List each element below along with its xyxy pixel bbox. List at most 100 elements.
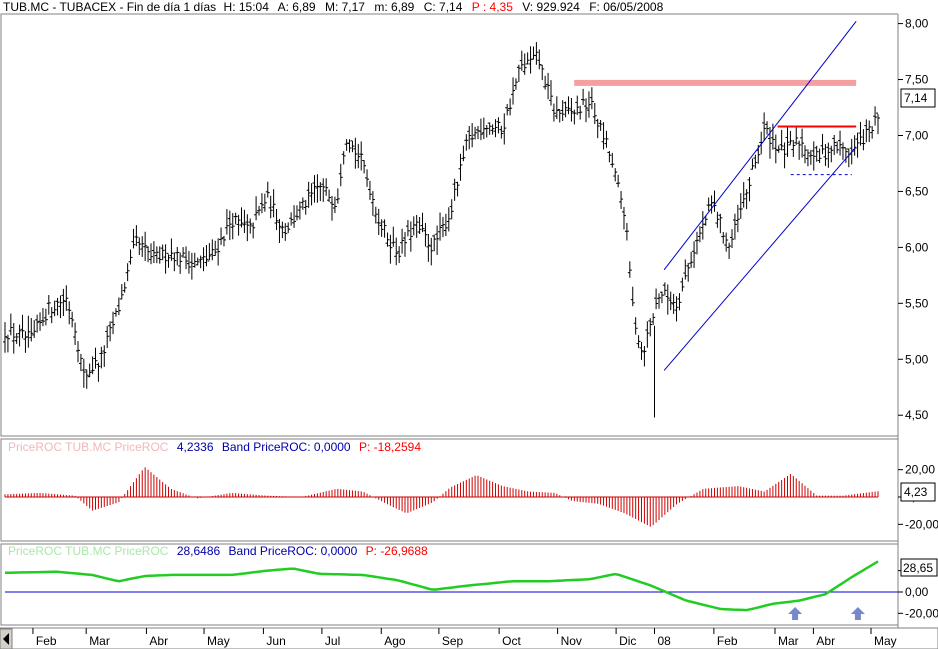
ohlc-bar <box>820 133 825 155</box>
resistance-band <box>574 79 857 86</box>
ohlc-bar <box>741 182 746 208</box>
ohlc-bar <box>184 246 189 270</box>
ohlc-bar <box>140 236 145 257</box>
ohlc-bar <box>29 318 34 342</box>
ohlc-bar <box>659 291 664 304</box>
ohlc-bar <box>335 188 340 204</box>
header-bar <box>0 0 898 13</box>
ohlc-bar <box>557 109 562 123</box>
ohlc-bar <box>750 158 755 170</box>
ohlc-bar <box>271 189 276 218</box>
ohlc-bar <box>189 252 194 280</box>
header-a: A: 6,89 <box>278 0 316 14</box>
ohlc-bar <box>838 130 843 156</box>
ohlc-bar <box>90 356 95 375</box>
ohlc-bar <box>338 163 343 187</box>
ohlc-bar <box>38 312 43 331</box>
ohlc-bar <box>289 212 294 226</box>
price-tick-label: 5,00 <box>905 352 929 366</box>
ohlc-bar <box>213 240 218 256</box>
ohlc-bar <box>75 341 80 363</box>
roc-faded-title: PriceROC TUB.MC PriceROC <box>8 440 169 454</box>
ohlc-bar <box>417 216 422 234</box>
roc-line-tick-label: -20,00 <box>905 606 938 620</box>
ohlc-bar <box>703 215 708 226</box>
time-tick-label: Feb <box>36 634 57 648</box>
ohlc-bar <box>797 140 802 160</box>
ohlc-bar <box>257 205 262 216</box>
ohlc-bar <box>551 103 556 122</box>
ohlc-bar <box>508 98 513 116</box>
roc-line-header: PriceROC TUB.MC PriceROC 28,6486 Band Pr… <box>8 544 428 558</box>
ohlc-bar <box>408 221 413 252</box>
ohlc-bar <box>321 178 326 202</box>
roc-last-value-box: 4,23 <box>900 482 936 502</box>
ohlc-bar <box>589 87 594 110</box>
ohlc-bar <box>370 191 375 216</box>
ohlc-bar <box>721 231 726 244</box>
ohlc-bar <box>81 358 86 388</box>
ohlc-bar <box>735 204 740 233</box>
scroll-left-button[interactable] <box>0 628 13 649</box>
ohlc-bar <box>429 237 434 266</box>
ohlc-bar <box>26 315 31 348</box>
ohlc-bar <box>379 219 384 237</box>
ohlc-bar <box>61 288 66 317</box>
ohlc-bar <box>134 225 139 247</box>
ohlc-bar <box>245 214 250 242</box>
ohlc-bar <box>601 122 606 150</box>
ohlc-bar <box>443 213 448 237</box>
ohlc-bar <box>405 219 410 237</box>
ohlc-bar <box>280 221 285 239</box>
header-symbol: TUB.MC - TUBACEX - Fin de día 1 días <box>3 0 216 14</box>
roc-line-panel-frame <box>0 543 899 626</box>
ohlc-bar <box>116 297 121 315</box>
price-tick-label: 5,50 <box>905 296 929 310</box>
ohlc-bar <box>356 143 361 169</box>
ohlc-bar <box>616 174 621 188</box>
ohlc-bar <box>657 293 662 309</box>
ohlc-bar <box>78 353 83 372</box>
ohlc-bar <box>373 206 378 224</box>
ohlc-bar <box>683 259 688 280</box>
ohlc-bar <box>219 227 224 245</box>
time-tick-label: Mar <box>89 634 110 648</box>
ohlc-bar <box>119 284 124 300</box>
roc-line-p: P: -26,9688 <box>366 544 428 558</box>
time-tick-label: Nov <box>561 634 582 648</box>
ohlc-bar <box>394 237 399 266</box>
ohlc-bar <box>376 208 381 235</box>
time-tick-label: Dic <box>619 634 636 648</box>
ohlc-bar <box>753 154 758 169</box>
header-m: M: 7,17 <box>325 0 365 14</box>
ohlc-bar <box>367 180 372 200</box>
ohlc-bar <box>400 228 405 254</box>
ohlc-bar <box>446 207 451 232</box>
ohlc-bar <box>283 223 288 241</box>
ohlc-bar <box>192 252 197 268</box>
ohlc-bar <box>216 238 221 266</box>
ohlc-bar <box>505 104 510 116</box>
time-tick-label: Jul <box>325 634 340 648</box>
roc-p: P: -18,2594 <box>359 440 421 454</box>
channel-line <box>663 21 857 271</box>
ohlc-bar <box>467 125 472 150</box>
ohlc-bar <box>324 178 329 196</box>
ohlc-bar <box>642 345 647 367</box>
ohlc-bar <box>204 245 209 267</box>
ohlc-bar <box>332 196 337 214</box>
time-tick-label: Ago <box>384 634 406 648</box>
header-h: H: 15:04 <box>224 0 270 14</box>
ohlc-bar <box>870 126 875 139</box>
ohlc-bar <box>876 112 880 135</box>
ohlc-bar <box>613 168 618 182</box>
ohlc-bar <box>294 205 299 221</box>
ohlc-bar <box>502 113 507 145</box>
ohlc-bar <box>154 246 159 264</box>
ohlc-bar <box>458 153 463 181</box>
ohlc-bar <box>575 95 580 116</box>
ohlc-bar <box>146 246 151 263</box>
ohlc-bar <box>449 199 454 220</box>
ohlc-bar <box>639 341 644 360</box>
ohlc-bar <box>484 124 489 138</box>
